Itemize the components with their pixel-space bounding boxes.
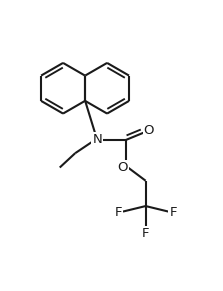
Text: O: O xyxy=(144,124,154,136)
Text: O: O xyxy=(117,161,128,174)
Text: F: F xyxy=(142,227,149,240)
Text: N: N xyxy=(92,134,102,146)
Text: F: F xyxy=(114,206,122,219)
Text: F: F xyxy=(169,206,177,219)
